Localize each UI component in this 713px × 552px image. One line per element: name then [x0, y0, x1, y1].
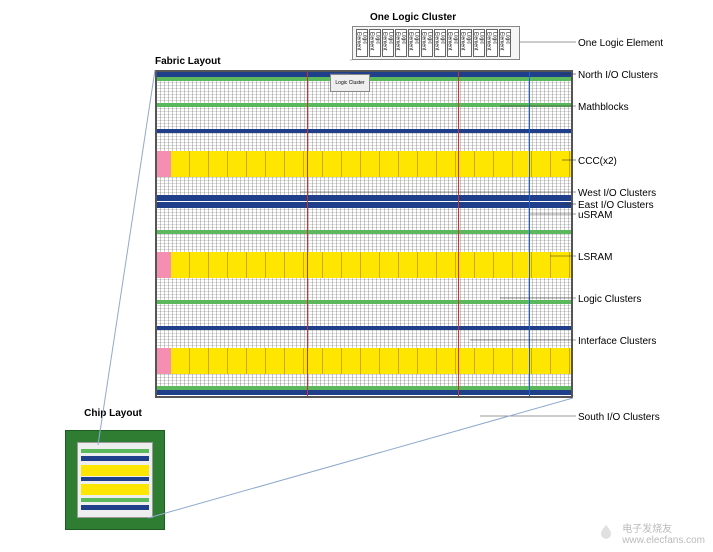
callout-lsram: LSRAM: [578, 252, 612, 263]
pink-block: [157, 348, 171, 374]
blue-row: [157, 195, 571, 201]
logic-element: Logic Element: [473, 29, 485, 57]
logic-row: [157, 107, 571, 129]
fabric-title: Fabric Layout: [155, 56, 221, 67]
logic-element: Logic Element: [369, 29, 381, 57]
chip-die: [77, 442, 153, 518]
logic-element: Logic Element: [421, 29, 433, 57]
logic-element: Logic Element: [447, 29, 459, 57]
yellow-row: [157, 252, 571, 278]
logic-row: [157, 304, 571, 326]
logic-row: [157, 330, 571, 348]
callout-ccc: CCC(x2): [578, 156, 617, 167]
logic-row: [157, 234, 571, 252]
chip-stripe: [81, 449, 150, 453]
watermark-text1: 电子发烧友: [622, 520, 705, 535]
logic-row: [157, 278, 571, 300]
callout-west_io: West I/O Clusters: [578, 188, 656, 199]
fabric-layout: [155, 70, 573, 398]
callout-interface_clusters: Interface Clusters: [578, 336, 656, 347]
logic-row: [157, 208, 571, 230]
logic-row: [157, 374, 571, 386]
chip-stripe: [81, 498, 150, 502]
logic-element: Logic Element: [408, 29, 420, 57]
watermark: 电子发烧友 www.elecfans.com: [596, 520, 705, 546]
callout-usram: uSRAM: [578, 210, 612, 221]
callout-mathblocks: Mathblocks: [578, 102, 629, 113]
logic-row: [157, 177, 571, 195]
chip-stripe: [81, 465, 150, 475]
pink-block: [157, 252, 171, 278]
blue-row: [157, 390, 571, 395]
logic-cluster-box: Logic ElementLogic ElementLogic ElementL…: [352, 26, 520, 60]
chip-title: Chip Layout: [78, 408, 148, 419]
callout-south_io: South I/O Clusters: [578, 412, 660, 423]
red-vline: [307, 72, 308, 396]
chip-stripe: [81, 477, 150, 481]
chip-layout: [65, 430, 165, 530]
logic-element: Logic Element: [434, 29, 446, 57]
blue-vline: [529, 72, 530, 396]
flame-icon: [596, 523, 616, 543]
logic-element: Logic Element: [460, 29, 472, 57]
callout-logic_clusters: Logic Clusters: [578, 294, 641, 305]
cluster-title: One Logic Cluster: [370, 12, 456, 23]
chip-stripe: [81, 456, 150, 460]
callout-north_io: North I/O Clusters: [578, 70, 658, 81]
logic-cluster-pointer: Logic Cluster: [330, 74, 370, 92]
logic-element: Logic Element: [486, 29, 498, 57]
watermark-text2: www.elecfans.com: [622, 535, 705, 546]
logic-element: Logic Element: [382, 29, 394, 57]
yellow-row: [157, 348, 571, 374]
callout-one_logic_element: One Logic Element: [578, 38, 663, 49]
logic-element: Logic Element: [395, 29, 407, 57]
logic-element: Logic Element: [499, 29, 511, 57]
chip-stripe: [81, 484, 150, 494]
logic-element: Logic Element: [356, 29, 368, 57]
red-vline: [458, 72, 459, 396]
yellow-row: [157, 151, 571, 177]
pink-block: [157, 151, 171, 177]
logic-row: [157, 133, 571, 151]
chip-stripe: [81, 505, 150, 509]
